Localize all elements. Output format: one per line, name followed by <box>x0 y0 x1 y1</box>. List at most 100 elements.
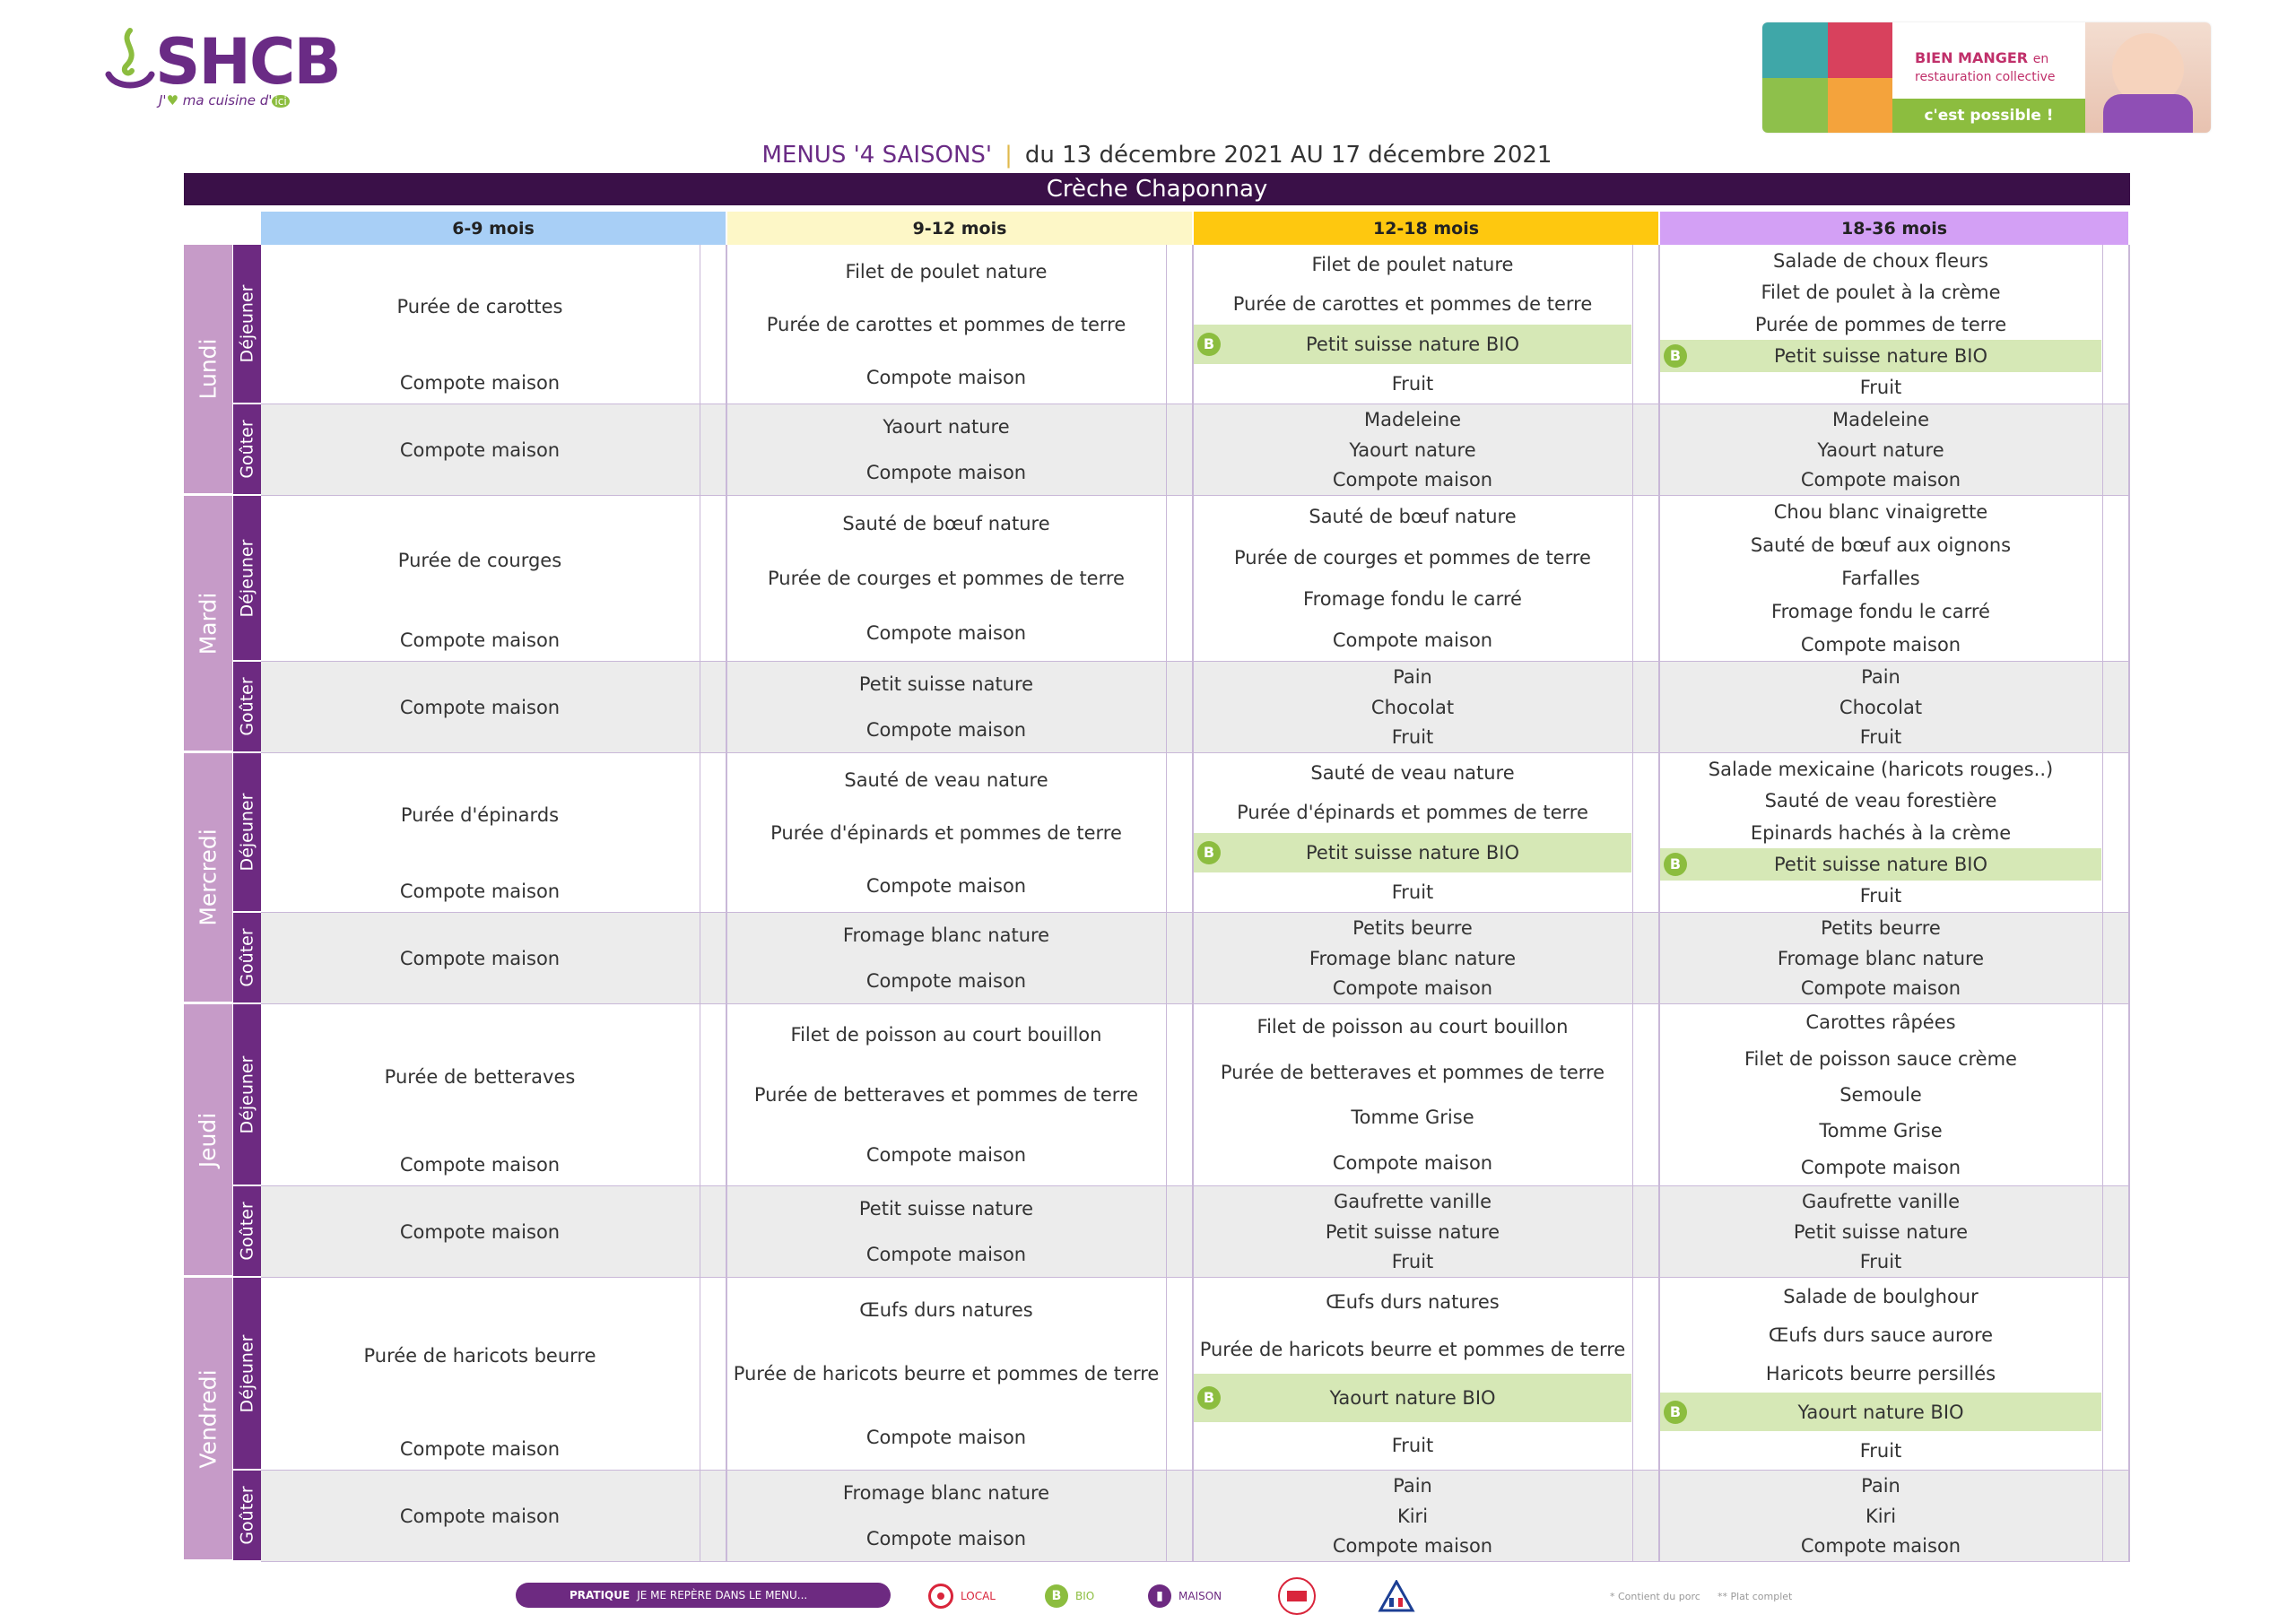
dish-item: Sauté de veau nature <box>1310 762 1515 785</box>
age-header-12-18: 12-18 mois <box>1194 212 1660 245</box>
dish-item: Compote maison <box>399 629 561 651</box>
menu-cell-mercredi-lunch-9-12: Sauté de veau nature Purée d'épinards et … <box>727 753 1194 913</box>
dish-item: Œufs durs natures <box>859 1298 1033 1321</box>
dish-item: Compote maison <box>1800 1156 1961 1178</box>
french-meat-logo <box>1377 1580 1416 1612</box>
dish-item: Compote maison <box>1800 633 1961 655</box>
menu-cell-mercredi-lunch-18-36: Salade mexicaine (haricots rouges..) Saut… <box>1660 753 2130 913</box>
dish-item: Filet de poisson au court bouillon <box>790 1023 1102 1046</box>
dish-item: Fruit <box>1859 1251 1902 1273</box>
menu-cell-mardi-lunch-9-12: Sauté de bœuf nature Purée de courges et … <box>727 496 1194 662</box>
dish-item: Purée de courges et pommes de terre <box>1234 547 1591 568</box>
menu-cell-jeudi-snack-12-18: Gaufrette vanille Petit suisse nature Frui… <box>1194 1186 1660 1278</box>
menu-cell-lundi-snack-18-36: Madeleine Yaourt nature Compote maison <box>1660 404 2130 496</box>
day-label-mercredi: Mercredi <box>184 753 232 1004</box>
french-meat-icon <box>1378 1580 1415 1612</box>
menu-cell-vendredi-snack-18-36: Pain Kiri Compote maison <box>1660 1471 2130 1562</box>
dish-item: Compote maison <box>1800 469 1961 491</box>
dish-item: Sauté de veau forestière <box>1764 790 1997 812</box>
meal-label-lunch: Déjeuner <box>232 245 261 404</box>
dish-item: Petit suisse nature <box>1325 1220 1500 1243</box>
menu-cell-lundi-snack-9-12: Yaourt nature Compote maison <box>727 404 1194 496</box>
meal-label-lunch: Déjeuner <box>232 1004 261 1186</box>
dish-item: Compote maison <box>399 881 561 902</box>
day-label-lundi: Lundi <box>184 245 232 496</box>
dish-item: Compote maison <box>865 874 1027 897</box>
menu-cell-jeudi-lunch-6-9: Purée de betteraves Compote maison <box>261 1004 727 1186</box>
menu-cell-lundi-lunch-12-18: Filet de poulet nature Purée de carottes … <box>1194 245 1660 404</box>
dish-item: Purée d'épinards <box>400 803 560 826</box>
bien-manger-banner: BIEN MANGER en restauration collective c… <box>1762 22 2211 133</box>
bio-badge-icon: B <box>1664 1400 1687 1424</box>
dish-item: Filet de poulet nature <box>1311 254 1514 276</box>
dish-item: Fruit <box>1859 885 1902 907</box>
bio-dish-item: B Petit suisse nature BIO <box>1660 848 2101 881</box>
dish-item: Compote maison <box>865 969 1027 992</box>
menu-cell-mercredi-snack-9-12: Fromage blanc nature Compote maison <box>727 913 1194 1004</box>
dish-item: Haricots beurre persillés <box>1765 1362 1996 1384</box>
dish-item: Compote maison <box>399 1438 561 1460</box>
dish-item: Purée de haricots beurre et pommes de te… <box>733 1362 1160 1384</box>
label-rouge-logo <box>1278 1577 1323 1615</box>
dish-item: Petit suisse nature <box>1793 1220 1969 1243</box>
menu-cell-vendredi-lunch-12-18: Œufs durs natures Purée de haricots beurr… <box>1194 1278 1660 1471</box>
dish-item: Salade de boulghour <box>1783 1286 1979 1308</box>
day-label-mardi: Mardi <box>184 496 232 753</box>
bio-dish-item: B Petit suisse nature BIO <box>1660 340 2101 372</box>
dish-item: Chocolat <box>1839 696 1923 718</box>
dish-item: Tomme Grise <box>1819 1120 1943 1142</box>
dish-item: Compote maison <box>865 366 1027 388</box>
legend-pork-note: * Contient du porc <box>1610 1591 1700 1602</box>
menu-cell-vendredi-snack-12-18: Pain Kiri Compote maison <box>1194 1471 1660 1562</box>
bio-badge-icon: B <box>1197 1385 1221 1410</box>
dish-item: Gaufrette vanille <box>1801 1190 1961 1212</box>
dish-item: Salade de choux fleurs <box>1773 249 1988 272</box>
dish-item: Purée de carottes et pommes de terre <box>766 313 1126 335</box>
legend-complete-dish-note: ** Plat complet <box>1718 1591 1793 1602</box>
dish-item: Purée de carottes et pommes de terre <box>1232 293 1593 316</box>
meal-label-lunch: Déjeuner <box>232 496 261 662</box>
dish-item: Fromage fondu le carré <box>1771 600 1990 622</box>
dish-item: Compote maison <box>865 1527 1027 1549</box>
location-pin-icon <box>928 1584 953 1609</box>
dish-item: Fruit <box>1391 1435 1434 1457</box>
dish-item: Purée de carottes <box>396 295 563 317</box>
dish-item: Fromage blanc nature <box>842 1482 1050 1505</box>
dish-item: Compote maison <box>399 1220 561 1243</box>
dish-item: Purée d'épinards et pommes de terre <box>770 821 1122 844</box>
dish-item: Fruit <box>1859 1439 1902 1462</box>
legend-pratique: PRATIQUE JE ME REPÈRE DANS LE MENU... <box>516 1583 891 1608</box>
dish-item: Œufs durs natures <box>1326 1290 1500 1313</box>
bio-badge-icon: B <box>1664 343 1687 368</box>
menu-cell-mercredi-snack-6-9: Compote maison <box>261 913 727 1004</box>
dish-item: Yaourt nature <box>1349 438 1476 461</box>
dish-item: Kiri <box>1865 1505 1897 1527</box>
dish-item: Compote maison <box>399 372 561 394</box>
menu-cell-mercredi-lunch-6-9: Purée d'épinards Compote maison <box>261 753 727 913</box>
dish-item: Compote maison <box>399 438 561 461</box>
dish-item: Petit suisse nature <box>858 1198 1034 1220</box>
dish-item: Sauté de veau nature <box>844 768 1048 791</box>
pot-icon: ▮ <box>1148 1584 1171 1608</box>
dish-item: Purée de betteraves <box>384 1066 576 1088</box>
bio-icon: B <box>1045 1584 1068 1608</box>
dish-item: Pain <box>1393 1474 1432 1497</box>
dish-item: Compote maison <box>1332 1535 1493 1558</box>
legend-local: LOCAL <box>928 1583 996 1610</box>
menu-cell-vendredi-lunch-6-9: Purée de haricots beurre Compote maison <box>261 1278 727 1471</box>
dish-item: Purée de haricots beurre et pommes de te… <box>1199 1339 1626 1361</box>
baby-photo <box>2085 22 2211 133</box>
dish-item: Sauté de bœuf aux oignons <box>1750 534 2012 557</box>
menu-cell-lundi-lunch-6-9: Purée de carottes Compote maison <box>261 245 727 404</box>
dish-item: Chou blanc vinaigrette <box>1773 501 1988 524</box>
menu-cell-lundi-lunch-18-36: Salade de choux fleurs Filet de poulet à … <box>1660 245 2130 404</box>
dish-item: Compote maison <box>865 622 1027 645</box>
bio-dish-item: B Petit suisse nature BIO <box>1194 832 1631 872</box>
dish-item: Fromage blanc nature <box>842 924 1050 947</box>
menu-cell-mardi-snack-18-36: Pain Chocolat Fruit <box>1660 662 2130 753</box>
meal-label-snack: Goûter <box>232 662 261 753</box>
dish-item: Purée d'épinards et pommes de terre <box>1237 802 1588 824</box>
dish-item: Madeleine <box>1831 408 1930 430</box>
menu-dates: du 13 décembre 2021 AU 17 décembre 2021 <box>1024 142 1552 169</box>
dish-item: Compote maison <box>865 1427 1027 1449</box>
